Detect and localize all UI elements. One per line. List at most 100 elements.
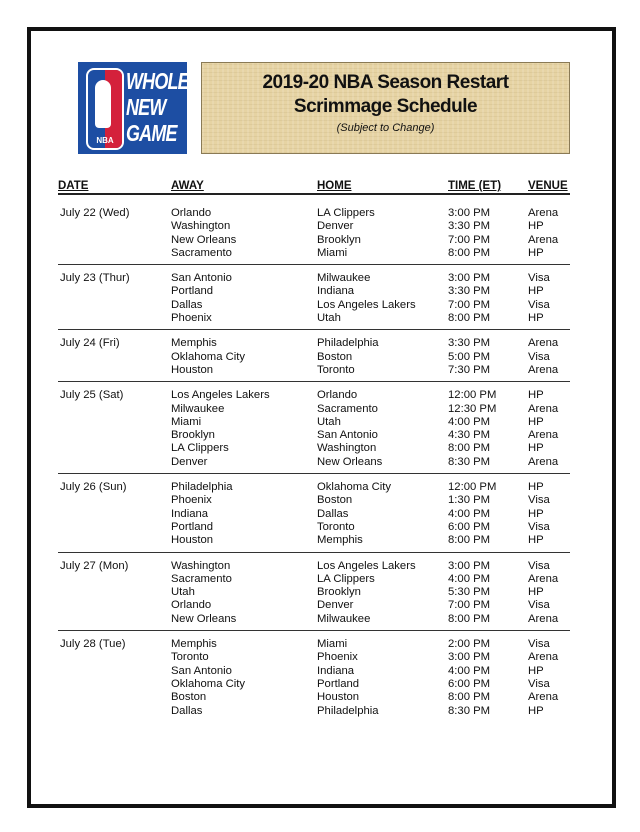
away-cell: Utah — [171, 586, 195, 599]
time-cell: 4:00 PM — [448, 415, 491, 428]
time-cell: 6:00 PM — [448, 520, 491, 533]
game-row: Dallas Philadelphia 8:30 PM HP — [58, 705, 570, 718]
game-row: Toronto Phoenix 3:00 PM Arena — [58, 651, 570, 664]
venue-cell: Arena — [528, 572, 559, 585]
time-cell: 8:30 PM — [448, 704, 491, 717]
game-date: July 27 (Mon) — [60, 559, 129, 572]
title-banner: 2019-20 NBA Season Restart Scrimmage Sch… — [201, 62, 570, 154]
game-row: Sacramento LA Clippers 4:00 PM Arena — [58, 573, 570, 586]
home-cell: Dallas — [317, 507, 349, 520]
game-row: Oklahoma City Boston 5:00 PM Visa — [58, 351, 570, 364]
away-cell: Milwaukee — [171, 402, 225, 415]
venue-cell: HP — [528, 246, 544, 259]
venue-cell: Arena — [528, 363, 559, 376]
time-cell: 8:00 PM — [448, 534, 491, 547]
home-cell: Indiana — [317, 285, 355, 298]
venue-cell: Arena — [528, 233, 559, 246]
game-date: July 22 (Wed) — [60, 207, 130, 219]
home-cell: Boston — [317, 494, 353, 507]
venue-cell: HP — [528, 415, 544, 428]
venue-cell: HP — [528, 704, 544, 717]
game-row: Indiana Dallas 4:00 PM HP — [58, 508, 570, 521]
venue-cell: Arena — [528, 429, 559, 442]
away-cell: Orlando — [171, 599, 212, 612]
time-cell: 6:00 PM — [448, 677, 491, 690]
header-venue: VENUE — [528, 180, 568, 192]
venue-cell: Arena — [528, 455, 559, 468]
game-row: Portland Toronto 6:00 PM Visa — [58, 521, 570, 534]
home-cell: Miami — [317, 246, 348, 259]
game-row: Denver New Orleans 8:30 PM Arena — [58, 456, 570, 469]
game-date: July 25 (Sat) — [60, 389, 124, 402]
venue-cell: Visa — [528, 638, 550, 651]
away-cell: Phoenix — [171, 312, 212, 325]
time-cell: 2:00 PM — [448, 638, 491, 651]
home-cell: Memphis — [317, 534, 363, 547]
home-cell: Brooklyn — [317, 586, 361, 599]
time-cell: 8:00 PM — [448, 312, 491, 325]
venue-cell: Arena — [528, 402, 559, 415]
game-row: Houston Memphis 8:00 PM HP — [58, 534, 570, 547]
away-cell: Sacramento — [171, 572, 232, 585]
game-row: Memphis Philadelphia 3:30 PM Arena — [58, 337, 570, 350]
away-cell: Washington — [171, 220, 231, 233]
game-row: Brooklyn San Antonio 4:30 PM Arena — [58, 429, 570, 442]
game-row: San Antonio Indiana 4:00 PM HP — [58, 665, 570, 678]
game-row: Sacramento Miami 8:00 PM HP — [58, 247, 570, 260]
home-cell: Indiana — [317, 664, 355, 677]
time-cell: 4:00 PM — [448, 507, 491, 520]
time-cell: 3:00 PM — [448, 651, 491, 664]
subject-to-change-note: (Subject to Change) — [336, 122, 435, 134]
header-time: TIME (ET) — [448, 180, 502, 192]
away-cell: New Orleans — [171, 612, 237, 625]
game-row: Miami Utah 4:00 PM HP — [58, 416, 570, 429]
away-cell: Philadelphia — [171, 481, 233, 494]
time-cell: 3:00 PM — [448, 559, 491, 572]
time-cell: 3:00 PM — [448, 207, 491, 219]
game-row: Memphis Miami 2:00 PM Visa — [58, 638, 570, 651]
away-cell: San Antonio — [171, 272, 232, 285]
away-cell: Houston — [171, 363, 214, 376]
home-cell: Los Angeles Lakers — [317, 298, 416, 311]
venue-cell: HP — [528, 481, 544, 494]
game-row: Los Angeles Lakers Orlando 12:00 PM HP — [58, 389, 570, 402]
nba-whole-new-game-logo: NBA WHOLE NEW GAME — [78, 62, 190, 154]
time-cell: 4:00 PM — [448, 572, 491, 585]
game-row: New Orleans Milwaukee 8:00 PM Arena — [58, 613, 570, 626]
game-date: July 26 (Sun) — [60, 481, 127, 494]
game-row: Orlando Denver 7:00 PM Visa — [58, 599, 570, 612]
game-date: July 23 (Thur) — [60, 272, 130, 285]
venue-cell: HP — [528, 586, 544, 599]
time-cell: 7:00 PM — [448, 298, 491, 311]
header-date: DATE — [58, 180, 89, 192]
away-cell: LA Clippers — [171, 442, 229, 455]
home-cell: Phoenix — [317, 651, 358, 664]
home-cell: Brooklyn — [317, 233, 361, 246]
venue-cell: Visa — [528, 272, 550, 285]
time-cell: 3:30 PM — [448, 220, 491, 233]
venue-cell: Visa — [528, 350, 550, 363]
home-cell: Los Angeles Lakers — [317, 559, 416, 572]
time-cell: 12:00 PM — [448, 481, 497, 494]
venue-cell: Arena — [528, 337, 559, 350]
time-cell: 4:30 PM — [448, 429, 491, 442]
game-row: Utah Brooklyn 5:30 PM HP — [58, 586, 570, 599]
home-cell: Utah — [317, 312, 341, 325]
home-cell: Oklahoma City — [317, 481, 392, 494]
away-cell: Dallas — [171, 298, 203, 311]
time-cell: 5:30 PM — [448, 586, 491, 599]
away-cell: Toronto — [171, 651, 209, 664]
game-row: Oklahoma City Portland 6:00 PM Visa — [58, 678, 570, 691]
home-cell: LA Clippers — [317, 207, 375, 219]
date-group: July 23 (Thur) San Antonio Milwaukee 3:00 P… — [58, 265, 570, 331]
venue-cell: Visa — [528, 298, 550, 311]
time-cell: 12:00 PM — [448, 389, 497, 402]
header-home: HOME — [317, 180, 352, 192]
game-date: July 28 (Tue) — [60, 638, 126, 651]
away-cell: Memphis — [171, 638, 217, 651]
away-cell: Portland — [171, 285, 214, 298]
venue-cell: HP — [528, 442, 544, 455]
time-cell: 8:00 PM — [448, 691, 491, 704]
page-border — [27, 27, 616, 808]
venue-cell: HP — [528, 664, 544, 677]
